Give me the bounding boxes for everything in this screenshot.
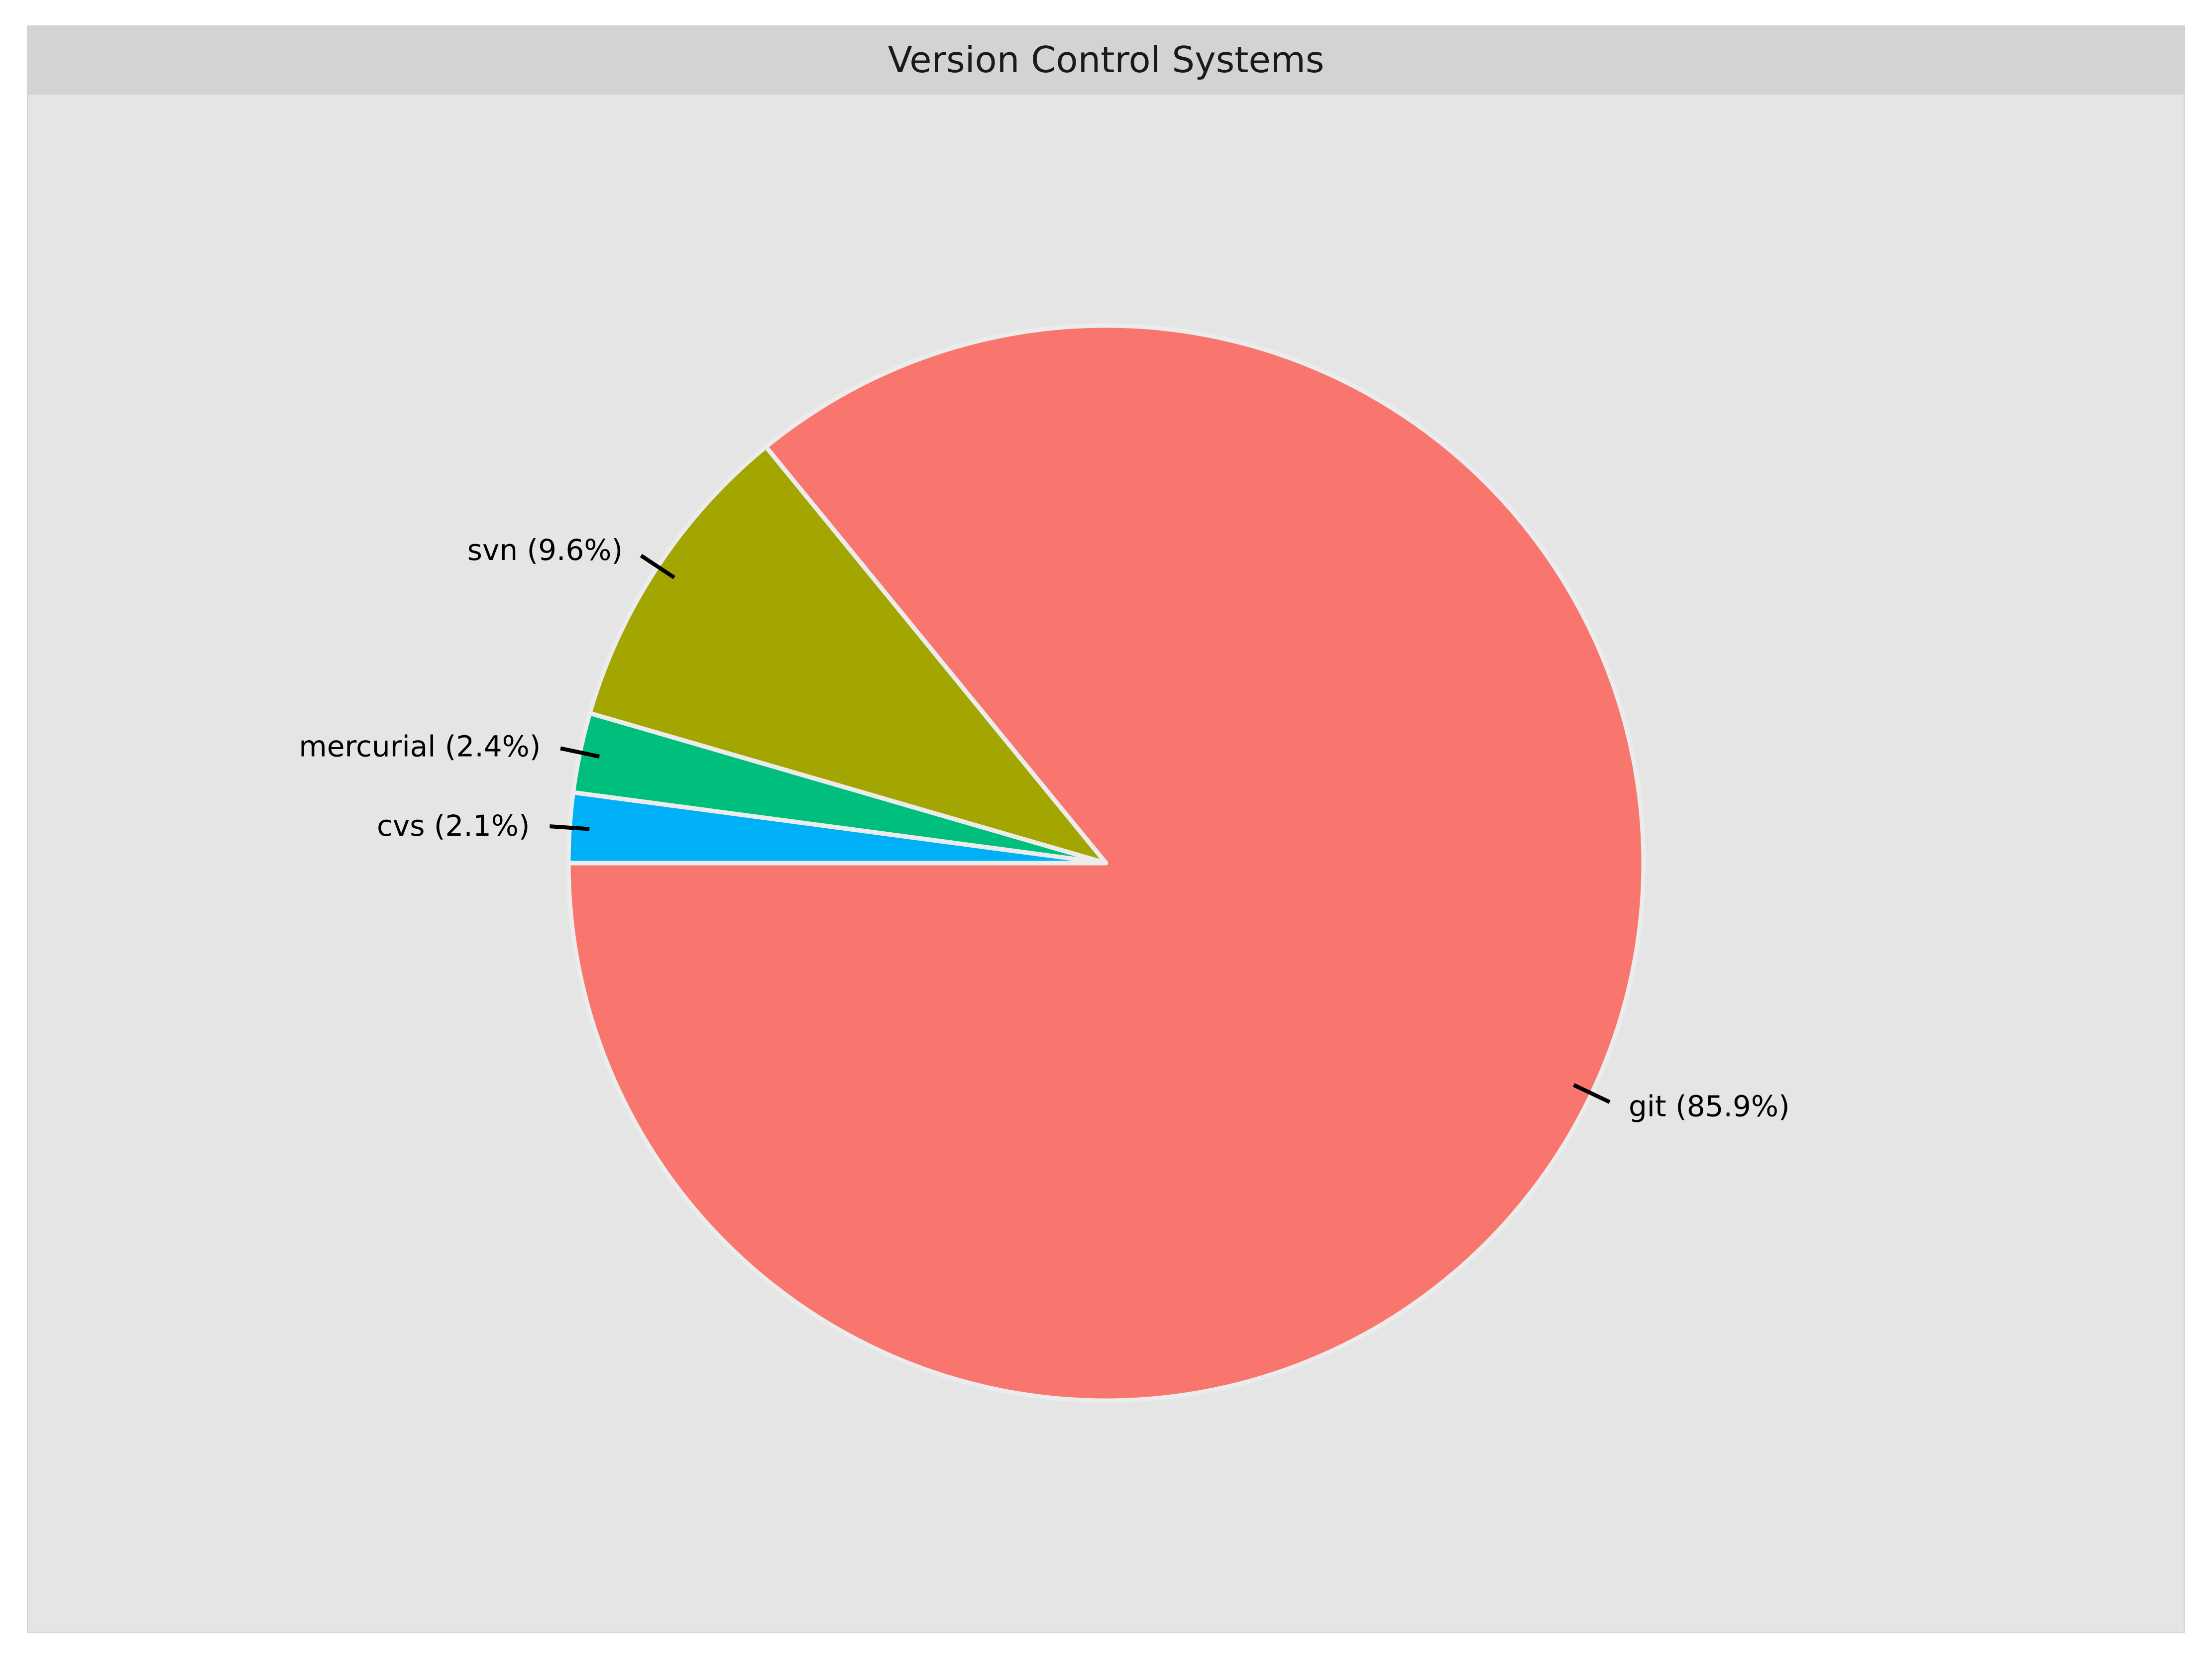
leader-line-cvs bbox=[550, 824, 590, 831]
slice-label-cvs: cvs (2.1%) bbox=[377, 809, 530, 843]
slice-label-mercurial: mercurial (2.4%) bbox=[299, 729, 541, 763]
slice-label-git: git (85.9%) bbox=[1629, 1090, 1790, 1123]
leader-line-mercurial bbox=[560, 746, 600, 759]
slice-label-svn: svn (9.6%) bbox=[467, 533, 623, 567]
chart-title: Version Control Systems bbox=[887, 39, 1325, 81]
leader-line-svn bbox=[640, 553, 675, 579]
leader-line-git bbox=[1572, 1083, 1611, 1104]
facet-strip: Version Control Systems bbox=[27, 25, 2185, 95]
